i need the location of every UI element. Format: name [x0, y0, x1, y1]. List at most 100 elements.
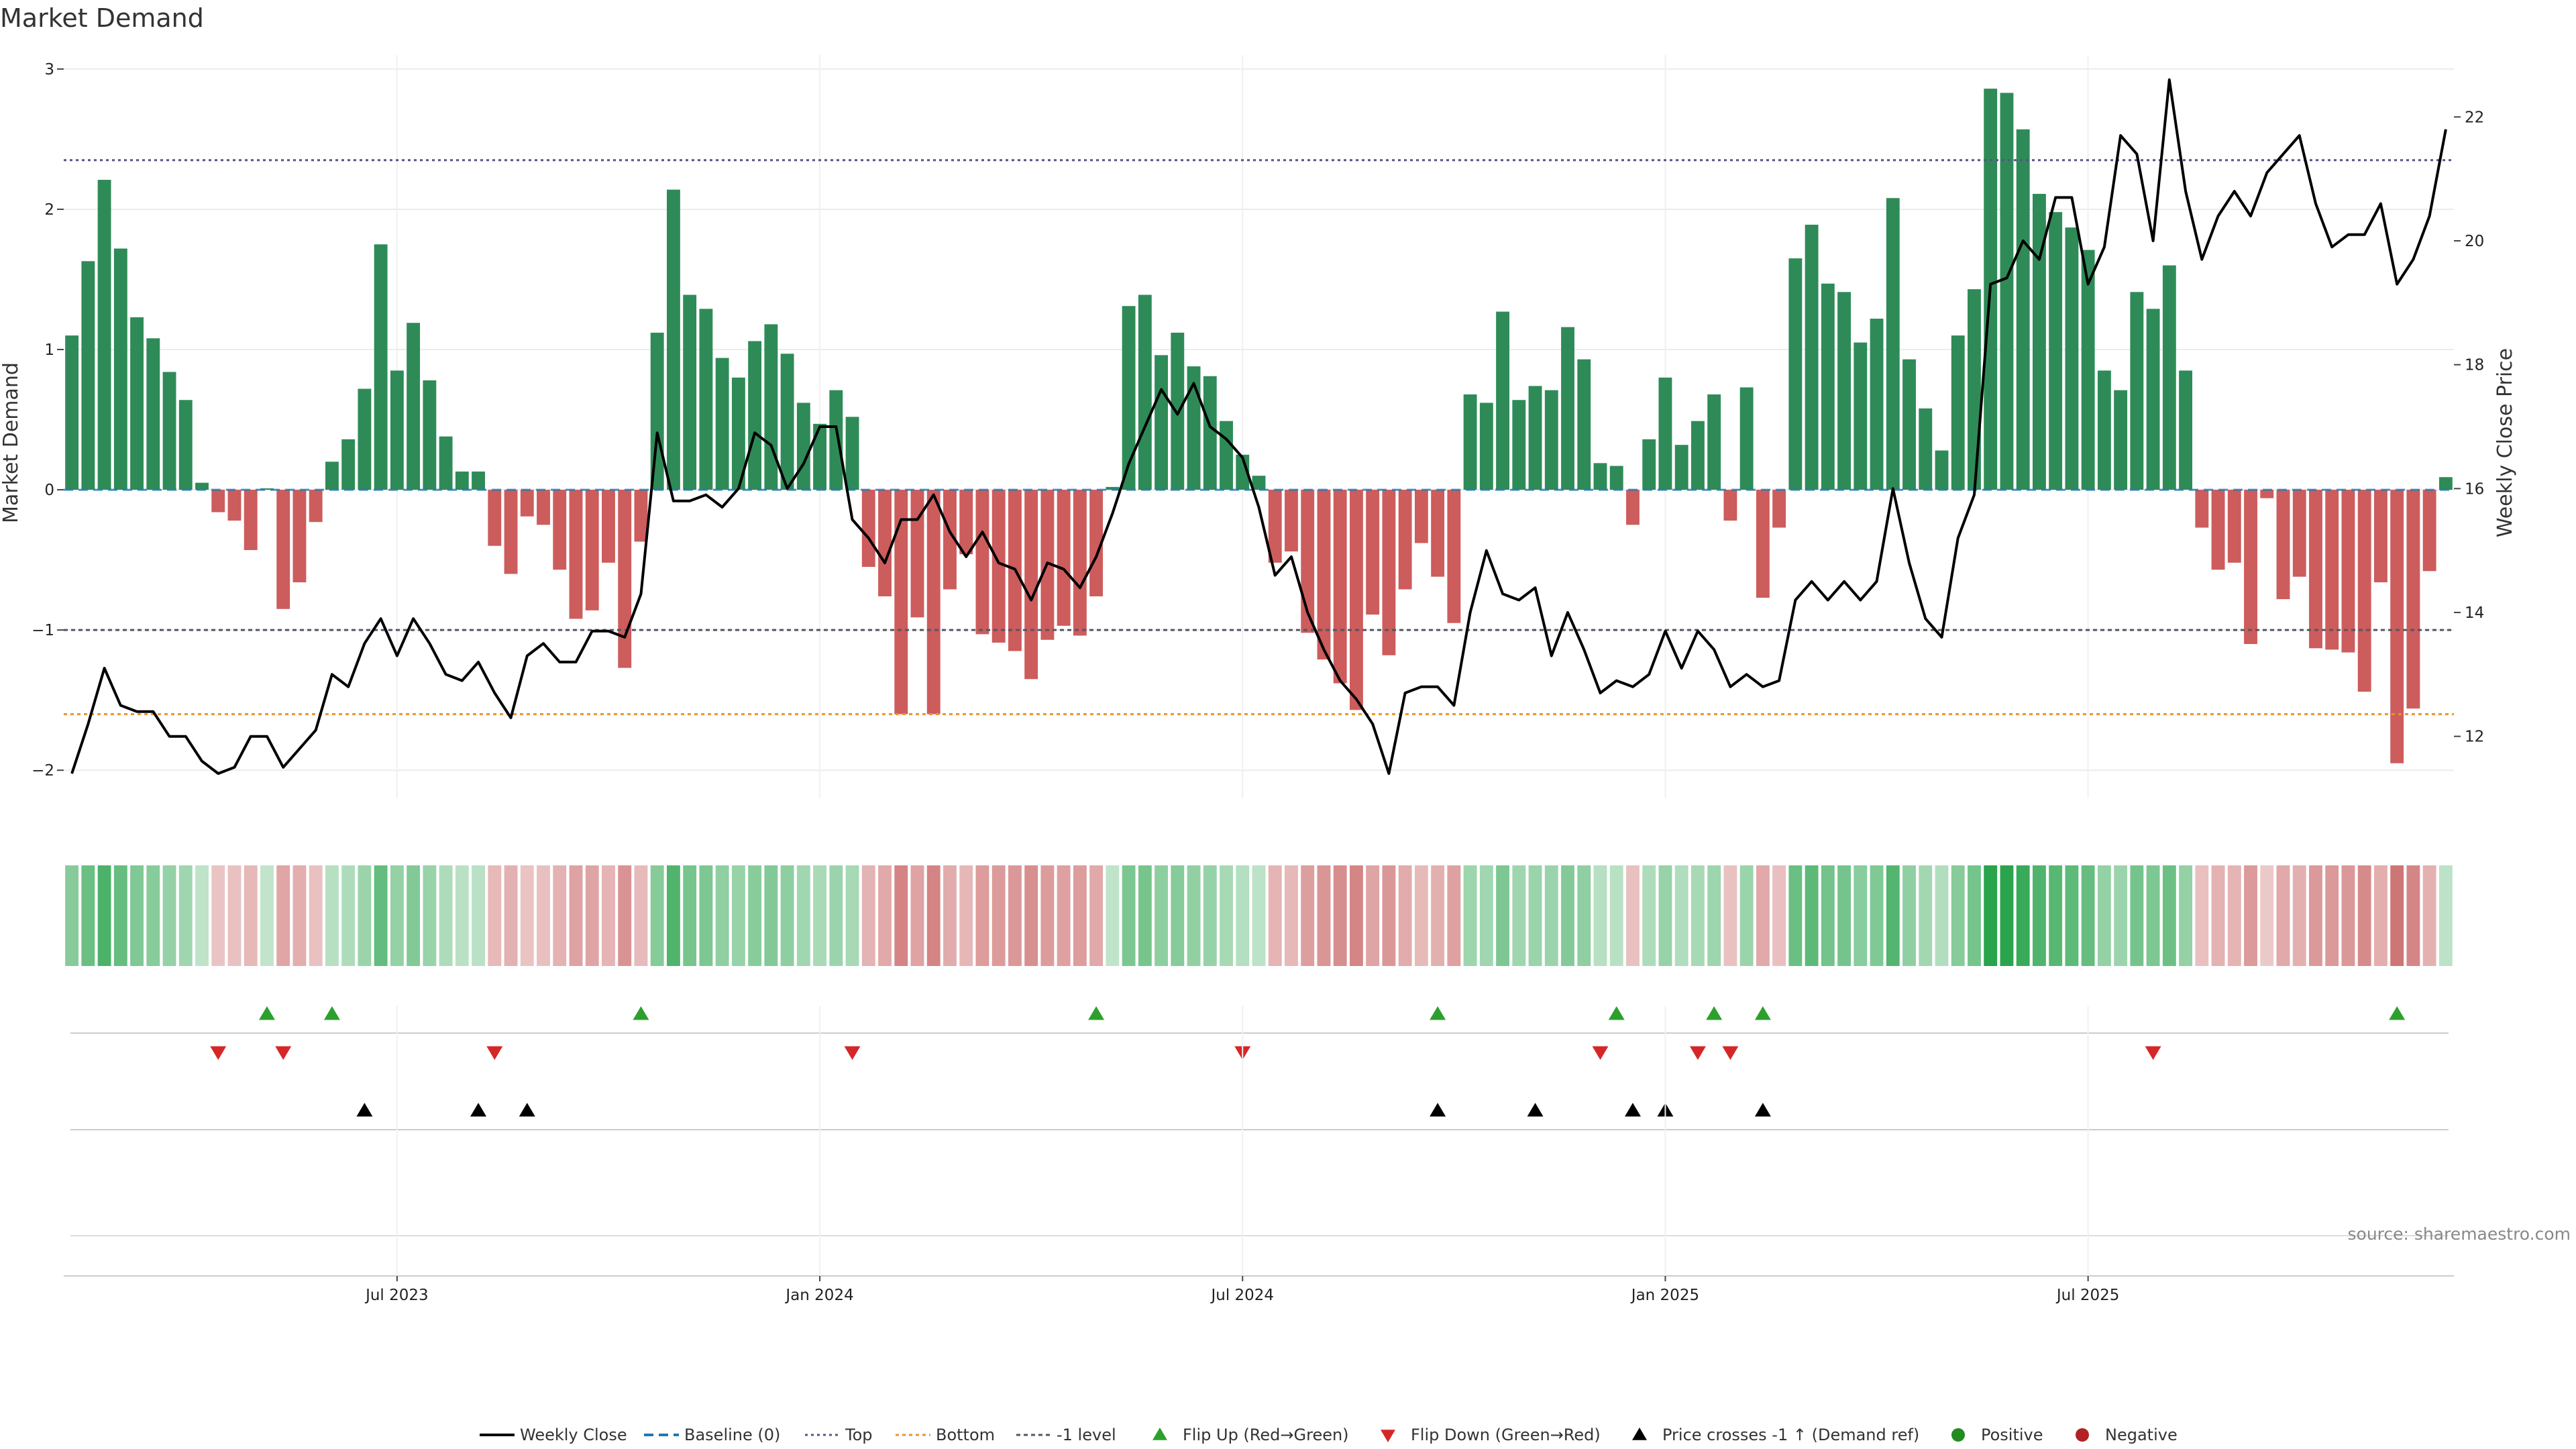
demand-bar [292, 490, 307, 583]
demand-bar [1431, 490, 1445, 577]
legend-swatch [1951, 1428, 1965, 1442]
legend-swatch [2076, 1428, 2089, 1442]
demand-bar [780, 354, 794, 490]
right-tick-label: 12 [2465, 729, 2484, 746]
heat-cell [2406, 865, 2420, 966]
demand-bar [309, 490, 323, 523]
heat-cell [1333, 865, 1347, 966]
legend-item: Top [805, 1426, 873, 1444]
demand-bar [2260, 490, 2274, 498]
right-tick-label: 16 [2465, 480, 2484, 498]
demand-bar [1821, 283, 1835, 490]
heat-cell [1285, 865, 1298, 966]
demand-bar [195, 482, 209, 490]
legend-swatch [1632, 1428, 1647, 1440]
heat-cell [195, 865, 209, 966]
demand-bar [748, 341, 762, 490]
heat-cell [943, 865, 957, 966]
demand-bar [1203, 376, 1217, 490]
flip-down-marker [486, 1046, 503, 1060]
demand-bar [715, 358, 729, 490]
demand-bar [1577, 359, 1591, 490]
heat-cell [358, 865, 372, 966]
demand-bar [1968, 289, 1981, 490]
demand-bars [65, 89, 2453, 763]
price-cross-markers [70, 1103, 2449, 1236]
demand-bar [1089, 490, 1104, 596]
heat-cell [325, 865, 339, 966]
demand-bar [975, 490, 989, 635]
demand-bar [1073, 490, 1087, 636]
heat-cell [2114, 865, 2128, 966]
heat-cell [1886, 865, 1900, 966]
heat-cell [1690, 865, 1705, 966]
legend-label: Weekly Close [520, 1426, 627, 1444]
heat-cell [2195, 865, 2209, 966]
heat-cell [1707, 865, 1721, 966]
heat-cell [1040, 865, 1055, 966]
heat-cell [1593, 865, 1607, 966]
heat-cell [1414, 865, 1428, 966]
demand-bar [1593, 463, 1607, 490]
heat-cell [1479, 865, 1493, 966]
heat-cell [650, 865, 664, 966]
demand-bar [2373, 490, 2387, 583]
demand-bar [439, 436, 453, 490]
demand-bar [618, 490, 632, 668]
left-tick-label: −1 [32, 622, 54, 639]
left-tick-label: 3 [44, 61, 54, 78]
heat-cell [2390, 865, 2404, 966]
heat-cell [1512, 865, 1526, 966]
demand-bar [1528, 386, 1542, 490]
heat-cell [1171, 865, 1185, 966]
demand-bar [1902, 359, 1916, 490]
heat-cell [1984, 865, 1998, 966]
legend-label: Negative [2105, 1426, 2178, 1444]
demand-bar [1171, 332, 1185, 490]
demand-bar [2195, 490, 2209, 528]
heat-cell [861, 865, 875, 966]
demand-bar [1837, 292, 1851, 490]
flip-down-marker [844, 1046, 861, 1060]
demand-bar [553, 490, 567, 570]
demand-bar [178, 400, 193, 490]
demand-bar [65, 335, 79, 490]
heat-cell [2309, 865, 2322, 966]
demand-bar [1268, 490, 1282, 563]
heat-cell [1073, 865, 1087, 966]
chart-title: Market Demand [0, 3, 204, 33]
left-tick-label: 1 [44, 341, 54, 359]
heat-cell [1642, 865, 1656, 966]
legend-item: -1 level [1016, 1426, 1116, 1444]
heat-cell [1382, 865, 1396, 966]
demand-bar [1414, 490, 1428, 543]
heat-cell [1496, 865, 1510, 966]
demand-bar [1398, 490, 1412, 590]
heat-cell [130, 865, 144, 966]
demand-bar [1561, 327, 1574, 490]
left-tick-label: 2 [44, 201, 54, 219]
x-tick-label: Jul 2025 [2055, 1287, 2120, 1304]
heat-cell [537, 865, 550, 966]
heat-cell [959, 865, 973, 966]
heat-cell [455, 865, 469, 966]
heat-cell [1626, 865, 1640, 966]
heat-cell [1366, 865, 1380, 966]
weekly-close-polyline [70, 78, 2447, 775]
demand-bar [926, 490, 941, 714]
demand-bar [1317, 490, 1331, 660]
legend-label: Baseline (0) [684, 1426, 780, 1444]
heat-cell [1739, 865, 1754, 966]
legend-item: Bottom [896, 1426, 995, 1444]
legend-label: Bottom [936, 1426, 995, 1444]
heat-cell [910, 865, 924, 966]
heat-cell [178, 865, 193, 966]
heat-cell [1528, 865, 1542, 966]
demand-bar [97, 180, 111, 490]
demand-bar [358, 388, 372, 490]
demand-bar [2000, 93, 2014, 490]
heat-cell [1788, 865, 1803, 966]
flip-up-marker [1754, 1006, 1771, 1020]
heat-cell [764, 865, 778, 966]
demand-bar [244, 490, 258, 550]
